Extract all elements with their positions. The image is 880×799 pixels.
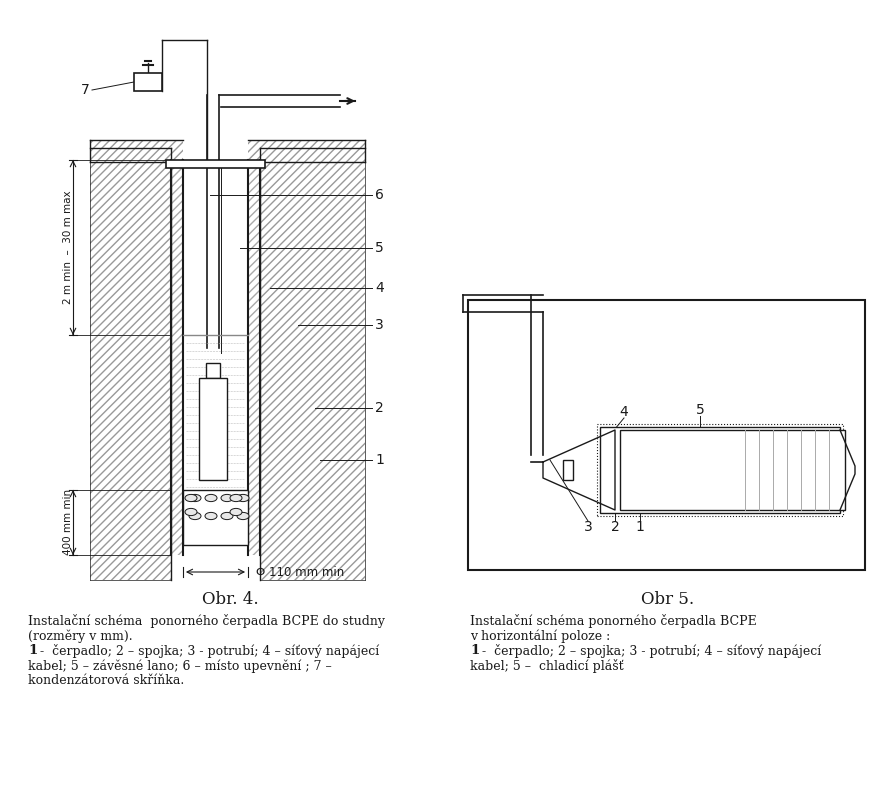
Bar	[166, 160, 265, 168]
Ellipse shape	[189, 512, 201, 519]
Ellipse shape	[185, 508, 197, 515]
Text: Instalační schéma  ponorného čerpadla BCPE do studny: Instalační schéma ponorného čerpadla BCP…	[28, 614, 385, 628]
Text: Φ 110 mm min: Φ 110 mm min	[256, 566, 344, 578]
Bar	[134, 73, 162, 91]
Text: 4: 4	[620, 405, 628, 419]
Bar	[468, 300, 865, 570]
Text: -  čerpadlo; 2 – spojka; 3 - potrubí; 4 – síťový napájecí: - čerpadlo; 2 – spojka; 3 - potrubí; 4 –…	[478, 644, 821, 658]
Ellipse shape	[205, 512, 217, 519]
Text: Instalační schéma ponorného čerpadla BCPE: Instalační schéma ponorného čerpadla BCP…	[470, 614, 757, 628]
Ellipse shape	[237, 495, 249, 502]
Text: 2: 2	[611, 520, 620, 534]
Text: 400 mm min: 400 mm min	[63, 489, 73, 555]
Bar	[206, 363, 220, 378]
Text: 1: 1	[28, 645, 37, 658]
Text: 5: 5	[375, 241, 384, 255]
Text: (rozměry v mm).: (rozměry v mm).	[28, 630, 133, 642]
Text: 1: 1	[470, 645, 480, 658]
Ellipse shape	[237, 512, 249, 519]
Text: v horizontální poloze :: v horizontální poloze :	[470, 630, 610, 642]
Ellipse shape	[230, 495, 242, 502]
Text: 3: 3	[375, 318, 384, 332]
Text: 3: 3	[583, 520, 592, 534]
Text: 6: 6	[375, 188, 384, 202]
Text: 2 m min  –  30 m max: 2 m min – 30 m max	[63, 190, 73, 304]
Ellipse shape	[205, 495, 217, 502]
Bar	[183, 490, 248, 545]
Text: -  čerpadlo; 2 – spojka; 3 - potrubí; 4 – síťový napájecí: - čerpadlo; 2 – spojka; 3 - potrubí; 4 –…	[36, 644, 379, 658]
Text: 4: 4	[375, 281, 384, 295]
Bar	[597, 424, 843, 516]
Bar	[563, 460, 573, 480]
Bar	[600, 427, 840, 513]
Text: kabel; 5 –  chladicí plášť: kabel; 5 – chladicí plášť	[470, 659, 624, 673]
Text: 7: 7	[81, 83, 90, 97]
Text: Obr 5.: Obr 5.	[642, 590, 694, 607]
Ellipse shape	[185, 495, 197, 502]
Text: kondenzátorová skříňka.: kondenzátorová skříňka.	[28, 674, 184, 687]
Ellipse shape	[221, 495, 233, 502]
Bar	[620, 430, 845, 510]
Bar	[199, 378, 227, 480]
Text: 1: 1	[635, 520, 644, 534]
Text: Obr. 4.: Obr. 4.	[202, 590, 259, 607]
Text: kabel; 5 – závěsné lano; 6 – místo upevnění ; 7 –: kabel; 5 – závěsné lano; 6 – místo upevn…	[28, 659, 332, 673]
Ellipse shape	[221, 512, 233, 519]
Text: 5: 5	[695, 403, 704, 417]
Text: 2: 2	[375, 401, 384, 415]
Ellipse shape	[189, 495, 201, 502]
Text: 1: 1	[375, 453, 384, 467]
Ellipse shape	[230, 508, 242, 515]
